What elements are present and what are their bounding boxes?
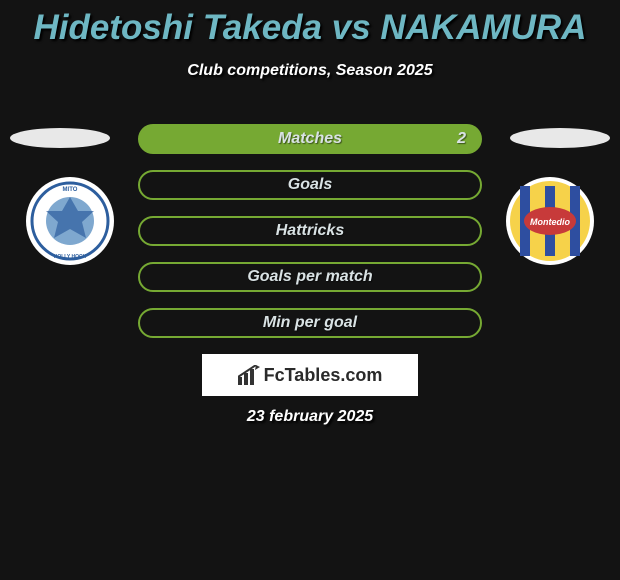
stats-container: Matches 2 Goals Hattricks Goals per matc… (138, 124, 482, 354)
stat-row-matches: Matches 2 (138, 124, 482, 154)
page-title: Hidetoshi Takeda vs NAKAMURA (0, 0, 620, 48)
stat-row-min-per-goal: Min per goal (138, 308, 482, 338)
team-badge-left: MITO HOLLY HOCK (20, 176, 120, 266)
stat-label: Goals per match (247, 268, 372, 286)
stat-label: Min per goal (263, 314, 357, 332)
brand-text: FcTables.com (264, 365, 383, 386)
stat-label: Hattricks (276, 222, 344, 240)
mito-hollyhock-logo-icon: MITO HOLLY HOCK (20, 176, 120, 266)
left-marker-ellipse (10, 128, 110, 148)
fctables-chart-icon (238, 365, 260, 385)
right-marker-ellipse (510, 128, 610, 148)
brand-box[interactable]: FcTables.com (202, 354, 418, 396)
stat-row-goals: Goals (138, 170, 482, 200)
svg-text:HOLLY HOCK: HOLLY HOCK (54, 254, 87, 260)
stat-value: 2 (457, 130, 466, 148)
stat-row-goals-per-match: Goals per match (138, 262, 482, 292)
svg-text:MITO: MITO (63, 187, 78, 193)
montedio-logo-icon: Montedio (500, 176, 600, 266)
date-text: 23 february 2025 (0, 408, 620, 426)
stat-label: Goals (288, 176, 332, 194)
svg-text:Montedio: Montedio (530, 217, 570, 227)
team-badge-right: Montedio (500, 176, 600, 266)
stat-label: Matches (278, 130, 342, 148)
stat-row-hattricks: Hattricks (138, 216, 482, 246)
page-subtitle: Club competitions, Season 2025 (0, 62, 620, 80)
